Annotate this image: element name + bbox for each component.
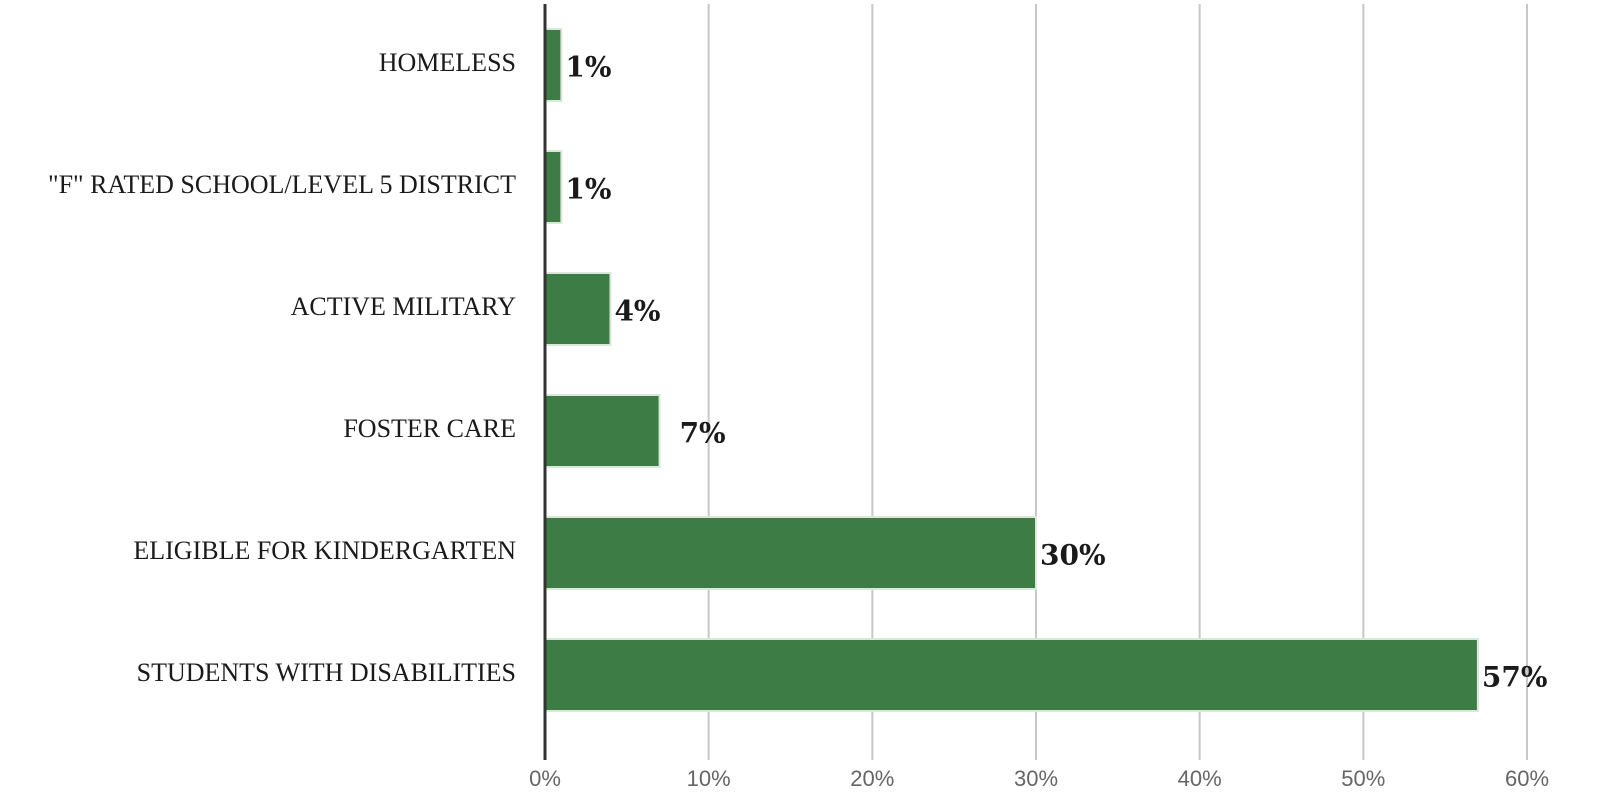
- x-axis-tick-labels: 0% 10% 20% 30% 40% 50% 60%: [529, 766, 1549, 791]
- category-label: HOMELESS: [379, 48, 516, 77]
- data-label: 30%: [1040, 539, 1106, 572]
- data-label: 7%: [680, 417, 726, 450]
- x-tick-label: 20%: [850, 766, 894, 791]
- category-label: ACTIVE MILITARY: [291, 292, 517, 321]
- x-tick-label: 60%: [1505, 766, 1549, 791]
- bar: [544, 394, 661, 468]
- x-tick-label: 50%: [1341, 766, 1385, 791]
- x-tick-label: 0%: [529, 766, 561, 791]
- data-labels: 1% 1% 4% 7% 30% 57%: [565, 51, 1547, 694]
- category-label: STUDENTS WITH DISABILITIES: [137, 658, 516, 687]
- data-label: 1%: [565, 173, 611, 206]
- x-tick-label: 30%: [1014, 766, 1058, 791]
- bar: [544, 516, 1037, 590]
- bar: [544, 638, 1479, 712]
- bars: [544, 28, 1479, 712]
- data-label: 57%: [1482, 661, 1548, 694]
- category-label: ELIGIBLE FOR KINDERGARTEN: [133, 536, 516, 565]
- category-label: FOSTER CARE: [343, 414, 516, 443]
- category-label: "F" RATED SCHOOL/LEVEL 5 DISTRICT: [48, 170, 516, 199]
- bar: [544, 272, 612, 346]
- bar: [544, 150, 563, 224]
- gridlines: [707, 4, 1528, 760]
- data-label: 4%: [614, 295, 660, 328]
- category-labels: HOMELESS "F" RATED SCHOOL/LEVEL 5 DISTRIC…: [48, 48, 516, 687]
- x-tick-label: 40%: [1178, 766, 1222, 791]
- bar: [544, 28, 563, 102]
- data-label: 1%: [565, 51, 611, 84]
- x-tick-label: 10%: [687, 766, 731, 791]
